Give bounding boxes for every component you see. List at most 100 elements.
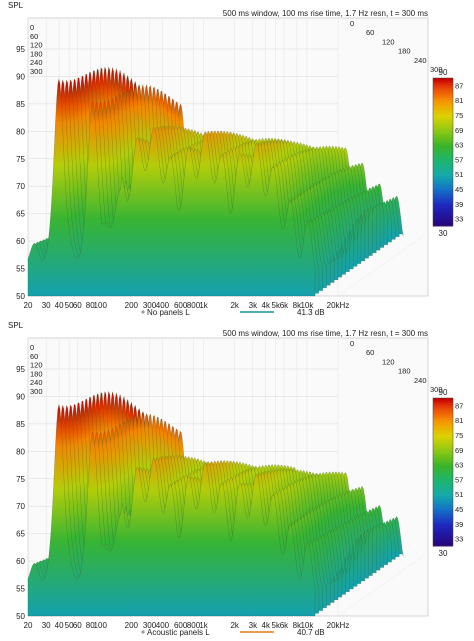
colorbar-cell: [433, 469, 453, 473]
x-tick-label: 1k: [199, 301, 208, 310]
time-tick-label-left: 120: [30, 361, 43, 370]
colorbar-cell: [433, 494, 453, 498]
colorbar-cell: [433, 82, 453, 86]
colorbar-cell: [433, 474, 453, 478]
colorbar-cell: [433, 203, 453, 207]
colorbar-cell: [433, 533, 453, 537]
y-tick-label: 75: [16, 155, 25, 164]
colorbar-cell: [433, 80, 453, 84]
time-tick-label-right: 300: [430, 65, 443, 74]
colorbar-cell: [433, 435, 453, 438]
y-tick-label: 90: [16, 392, 25, 401]
colorbar-cell: [433, 105, 453, 109]
colorbar-cell: [433, 420, 453, 424]
colorbar-tick-label: 39: [455, 200, 463, 209]
time-tick-label-right: 240: [414, 376, 427, 385]
colorbar-cell: [433, 137, 453, 141]
colorbar-cell: [433, 186, 453, 190]
colorbar-cell: [433, 171, 453, 175]
x-tick-label: 6k: [280, 301, 289, 310]
colorbar-cell: [433, 134, 453, 138]
colorbar-cell: [433, 523, 453, 527]
colorbar-cell: [433, 509, 453, 512]
x-tick-label: 50: [65, 621, 74, 630]
time-tick-label-right: 0: [350, 19, 354, 28]
waterfall-chart-2: 95 90 85 80 75 70 65 60 55 50 20 30 40 50 60 80 100 200 30…: [0, 320, 474, 640]
chart-header: 500 ms window, 100 ms rise time, 1.7 Hz …: [223, 329, 428, 338]
colorbar-cell: [433, 518, 453, 522]
colorbar-cell: [433, 127, 453, 131]
time-tick-label-left: 300: [30, 67, 43, 76]
colorbar-min: 30: [439, 229, 448, 238]
x-tick-label: 1k: [199, 621, 208, 630]
x-tick-label: 600: [174, 301, 188, 310]
colorbar-cell: [433, 92, 453, 96]
colorbar-tick-label: 69: [455, 126, 463, 135]
colorbar-cell: [433, 484, 453, 488]
colorbar-cell: [433, 410, 453, 414]
colorbar-cell: [433, 538, 453, 542]
colorbar-cell: [433, 156, 453, 160]
time-tick-label-right: 0: [350, 339, 354, 348]
x-tick-label: 6k: [280, 621, 289, 630]
x-tick-label: 200: [125, 301, 139, 310]
colorbar-cell: [433, 184, 453, 188]
y-tick-label: 50: [16, 612, 25, 621]
y-tick-label: 60: [16, 237, 25, 246]
x-tick-label: 800: [187, 621, 201, 630]
x-tick-label: 20kHz: [327, 621, 350, 630]
legend-series-name: Acoustic panels L: [147, 628, 210, 637]
y-tick-label: 75: [16, 475, 25, 484]
colorbar-cell: [433, 417, 453, 421]
time-tick-label-right: 180: [398, 367, 411, 376]
x-tick-label: 30: [42, 621, 51, 630]
colorbar-cell: [433, 528, 453, 532]
colorbar-cell: [433, 459, 453, 463]
y-tick-label: 55: [16, 265, 25, 274]
colorbar-cell: [433, 112, 453, 116]
colorbar-cell: [433, 152, 453, 155]
colorbar-cell: [433, 78, 453, 81]
time-tick-label-right: 120: [382, 357, 395, 366]
time-tick-label-left: 240: [30, 378, 43, 387]
y-tick-label: 85: [16, 100, 25, 109]
colorbar-cell: [433, 161, 453, 165]
x-tick-label: 200: [125, 621, 139, 630]
colorbar-cell: [433, 501, 453, 505]
x-tick-label: 4k: [262, 301, 271, 310]
colorbar-max: 90: [439, 388, 448, 397]
x-tick-label: 100: [94, 301, 108, 310]
time-tick-label-left: 240: [30, 58, 43, 67]
y-axis-label: SPL: [8, 321, 24, 330]
colorbar-cell: [433, 144, 453, 148]
time-tick-label-left: 60: [30, 32, 38, 41]
x-tick-label: 5k: [272, 621, 281, 630]
colorbar-cell: [433, 97, 453, 101]
colorbar-cell: [433, 154, 453, 158]
colorbar-cell: [433, 174, 453, 178]
y-tick-label: 85: [16, 420, 25, 429]
y-tick-label: 65: [16, 530, 25, 539]
colorbar-cell: [433, 211, 453, 215]
colorbar-cell: [433, 102, 453, 106]
colorbar-cell: [433, 432, 453, 436]
colorbar-cell: [433, 439, 453, 443]
x-tick-label: 100: [94, 621, 108, 630]
colorbar-cell: [433, 526, 453, 530]
colorbar-cell: [433, 216, 453, 220]
colorbar-tick-label: 33: [455, 215, 463, 224]
x-tick-label: 2k: [230, 301, 239, 310]
y-tick-label: 65: [16, 210, 25, 219]
colorbar-cell: [433, 218, 453, 222]
x-tick-label: 400: [156, 301, 170, 310]
y-tick-label: 95: [16, 45, 25, 54]
colorbar-cell: [433, 119, 453, 123]
time-tick-label-left: 180: [30, 369, 43, 378]
colorbar-cell: [433, 481, 453, 485]
colorbar-tick-label: 45: [455, 185, 463, 194]
colorbar-cell: [433, 427, 453, 431]
x-tick-label: 80: [86, 301, 95, 310]
y-tick-label: 95: [16, 365, 25, 374]
